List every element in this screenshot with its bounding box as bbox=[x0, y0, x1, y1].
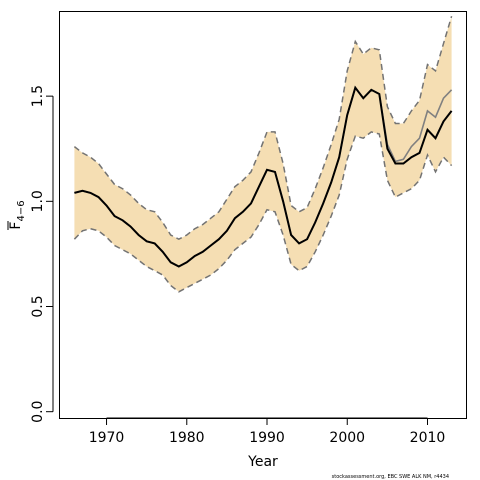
x-tick-label: 1990 bbox=[249, 430, 285, 446]
y-tick-label: 0.0 bbox=[30, 401, 46, 423]
footer-credit: stockassessment.org, EBC SWE ALK NM, r44… bbox=[332, 474, 449, 480]
y-tick-label: 0.5 bbox=[30, 295, 46, 317]
y-axis-title-sub: 4−6 bbox=[16, 200, 27, 221]
y-tick-label: 1.0 bbox=[30, 190, 46, 212]
x-tick-label: 1980 bbox=[169, 430, 205, 446]
series-line-layer bbox=[73, 15, 453, 293]
confidence-band-area bbox=[74, 16, 452, 292]
svg-text:F4−6: F4−6 bbox=[8, 200, 27, 229]
y-axis-title-main: F bbox=[8, 222, 24, 230]
y-tick-label: 1.5 bbox=[30, 85, 46, 107]
upper-bound-line bbox=[73, 15, 453, 241]
y-axis-title: F4−6 bbox=[7, 200, 27, 230]
fishing-mortality-line bbox=[74, 85, 453, 268]
x-axis-title: Year bbox=[247, 454, 278, 470]
x-axis: 1970 1980 1990 2000 2010 bbox=[89, 417, 446, 446]
x-tick-label: 2000 bbox=[329, 430, 365, 446]
x-tick-label: 1970 bbox=[89, 430, 125, 446]
confidence-band-layer bbox=[74, 16, 452, 292]
lower-bound-line bbox=[73, 131, 453, 293]
y-axis: 0.0 0.5 1.0 1.5 bbox=[30, 85, 54, 423]
x-tick-label: 2010 bbox=[410, 430, 446, 446]
